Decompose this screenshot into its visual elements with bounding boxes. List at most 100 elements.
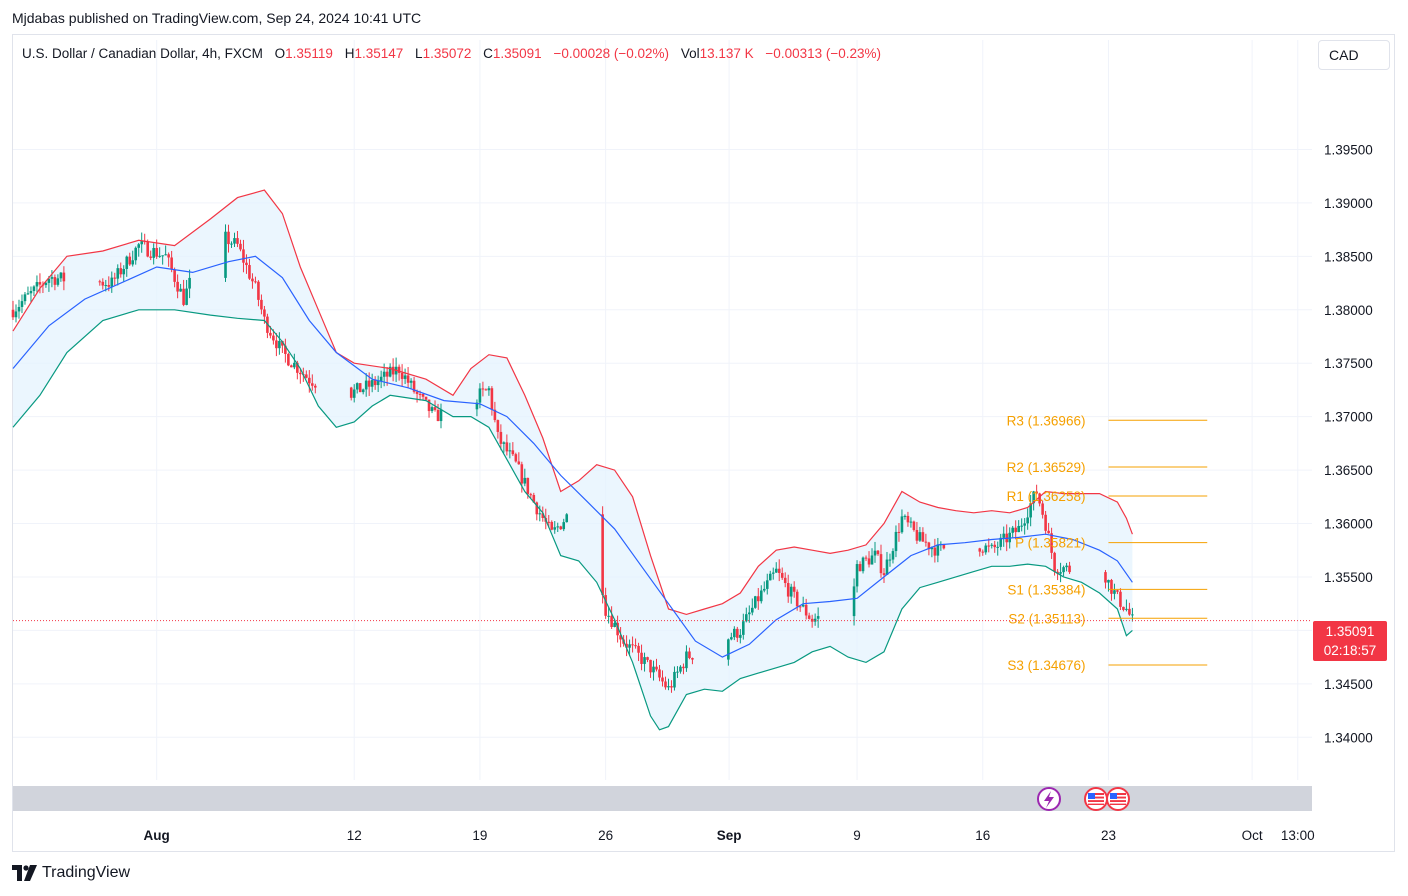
candle-body xyxy=(936,544,940,556)
open-key: O xyxy=(274,46,286,61)
candle-body xyxy=(1038,493,1041,504)
time-tick-label: 13:00 xyxy=(1281,828,1315,843)
candle-body xyxy=(44,282,48,285)
candle-body xyxy=(520,464,524,484)
candle-body xyxy=(562,522,566,530)
candle-body xyxy=(619,635,622,640)
candle-body xyxy=(918,532,922,541)
candle-body xyxy=(556,526,560,528)
candle-body xyxy=(409,380,413,383)
lightning-event-icon[interactable] xyxy=(1037,787,1061,811)
candle-body xyxy=(26,293,30,295)
candle-body xyxy=(35,282,39,287)
candle-body xyxy=(430,407,434,412)
candle-body xyxy=(1044,514,1047,531)
candle-body xyxy=(1062,567,1065,573)
candle-body xyxy=(104,285,108,287)
candle-body xyxy=(397,366,401,373)
candle-body xyxy=(885,559,889,575)
candle-body xyxy=(1053,552,1056,572)
candle-body xyxy=(421,394,425,397)
candle-body xyxy=(685,651,688,669)
candle-body xyxy=(170,257,173,270)
candle-body xyxy=(287,353,290,366)
candle-body xyxy=(852,586,856,617)
candle-body xyxy=(801,604,805,607)
candle-body xyxy=(664,681,667,688)
candle-body xyxy=(475,402,479,410)
candle-body xyxy=(227,231,230,245)
candle-body xyxy=(607,615,610,617)
candle-body xyxy=(523,477,527,484)
candle-body xyxy=(1107,579,1110,583)
last-price-label: 1.35091 02:18:57 xyxy=(1313,621,1387,661)
volume-key: Vol xyxy=(680,46,700,61)
candle-body xyxy=(158,255,161,257)
open-value: 1.35119 xyxy=(285,46,333,61)
candle-body xyxy=(137,244,141,248)
candle-body xyxy=(161,255,164,257)
candle-body xyxy=(478,388,482,403)
candle-body xyxy=(278,340,281,349)
upper-band-line xyxy=(12,189,1133,616)
close-value: 1.35091 xyxy=(492,46,542,61)
candle-body xyxy=(768,573,772,581)
tradingview-logo[interactable]: TradingView xyxy=(12,864,130,882)
candle-body xyxy=(745,614,748,622)
candle-body xyxy=(777,568,781,573)
candle-body xyxy=(1104,572,1107,583)
change-value: −0.00028 (−0.02%) xyxy=(553,46,670,61)
candle-body xyxy=(634,645,637,647)
candle-body xyxy=(679,666,682,672)
candle-body xyxy=(981,551,985,553)
candle-body xyxy=(670,686,673,688)
candle-body xyxy=(1002,533,1006,538)
candle-body xyxy=(155,247,158,257)
candle-body xyxy=(604,595,607,616)
candle-body xyxy=(493,409,497,421)
candle-body xyxy=(891,551,895,560)
candle-body xyxy=(553,527,557,530)
bar-countdown: 02:18:57 xyxy=(1323,643,1377,658)
price-tick-label: 1.37500 xyxy=(1324,356,1373,371)
candle-body xyxy=(134,247,138,261)
candle-body xyxy=(1041,503,1044,515)
candle-body xyxy=(894,531,898,552)
candle-body xyxy=(753,596,757,608)
candle-body xyxy=(1014,527,1017,533)
candle-body xyxy=(140,241,144,245)
candle-body xyxy=(59,272,63,279)
candle-body xyxy=(364,380,368,390)
price-tick-label: 1.34500 xyxy=(1324,677,1373,692)
currency-button[interactable]: CAD xyxy=(1318,40,1390,70)
candle-body xyxy=(673,671,676,688)
candle-body xyxy=(257,281,260,300)
candle-body xyxy=(625,643,628,648)
candle-body xyxy=(361,389,365,393)
candle-body xyxy=(628,644,631,648)
candle-body xyxy=(739,634,742,638)
candle-body xyxy=(1050,533,1053,553)
candle-body xyxy=(505,442,509,452)
candle-body xyxy=(933,547,937,556)
candle-body xyxy=(1116,590,1119,592)
candle-body xyxy=(122,268,126,275)
candle-body xyxy=(481,388,485,390)
candle-body xyxy=(119,268,123,275)
candle-body xyxy=(62,272,66,282)
candle-body xyxy=(188,277,191,289)
ca-flag-icon[interactable] xyxy=(1106,787,1130,811)
price-tick-label: 1.36000 xyxy=(1324,517,1373,532)
time-tick-label: 12 xyxy=(347,828,362,843)
candle-body xyxy=(1125,608,1128,610)
basis-line xyxy=(12,255,1133,658)
candle-body xyxy=(56,278,60,285)
candle-body xyxy=(275,340,278,349)
candle-body xyxy=(736,628,739,638)
us-flag-icon[interactable] xyxy=(1084,787,1108,811)
candle-body xyxy=(987,545,991,547)
candle-body xyxy=(529,494,533,496)
candle-body xyxy=(173,269,176,282)
price-tick-label: 1.37000 xyxy=(1324,410,1373,425)
